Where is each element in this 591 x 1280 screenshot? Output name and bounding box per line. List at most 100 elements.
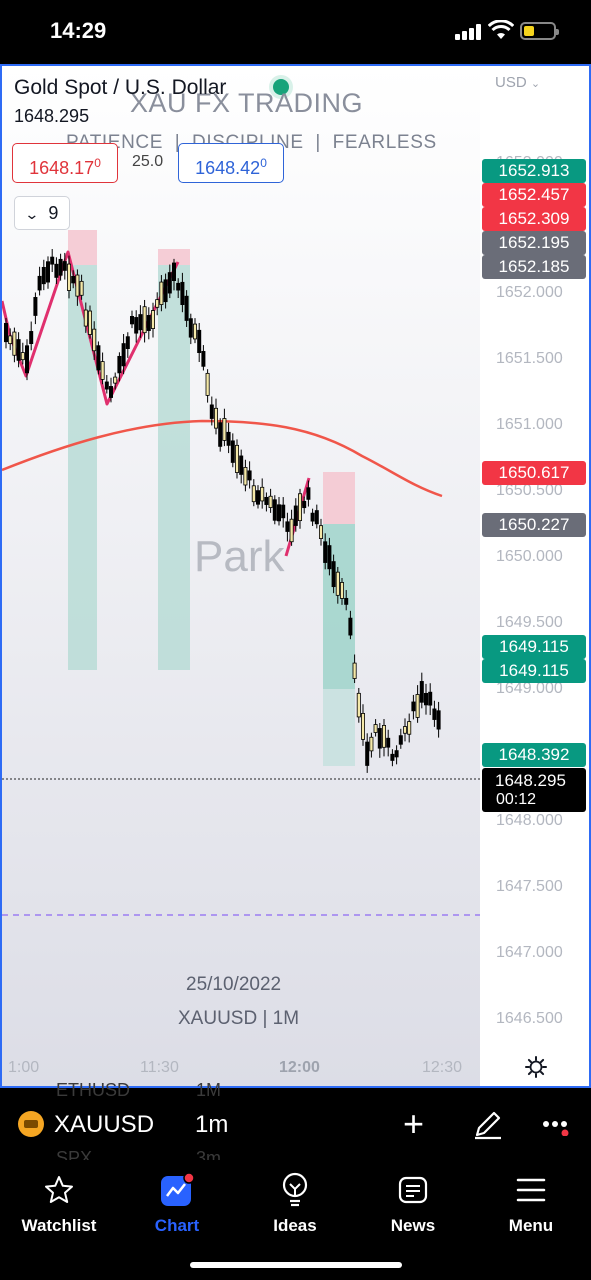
buy-button[interactable]: 1648.420 bbox=[178, 143, 284, 183]
candle-body bbox=[239, 455, 244, 475]
candle-body bbox=[41, 266, 46, 285]
symbol-title[interactable]: Gold Spot / U.S. Dollar bbox=[14, 76, 227, 99]
candle-body bbox=[20, 352, 25, 361]
indicators-toggle-button[interactable]: ⌄ 9 bbox=[14, 196, 70, 230]
legend-last-price: 1648.295 bbox=[14, 106, 90, 126]
candle-body bbox=[104, 381, 109, 390]
candle-body bbox=[146, 315, 151, 331]
newspaper-icon bbox=[398, 1176, 428, 1204]
tab-menu[interactable]: Menu bbox=[472, 1170, 590, 1236]
price-tick: 1647.000 bbox=[496, 944, 563, 961]
candle-body bbox=[67, 263, 72, 291]
symbol-legend[interactable]: Gold Spot / U.S. Dollar 1648.295 bbox=[14, 76, 226, 127]
price-tick: 1651.500 bbox=[496, 350, 563, 367]
candle-body bbox=[117, 355, 122, 374]
candle-body bbox=[331, 561, 336, 588]
price-label-tag: 1652.195 bbox=[482, 231, 586, 255]
spread-value: 25.0 bbox=[132, 153, 164, 170]
candle-body bbox=[155, 299, 160, 308]
candle-body bbox=[176, 282, 181, 291]
candle-body bbox=[264, 496, 269, 505]
sell-button[interactable]: 1648.170 bbox=[12, 143, 118, 183]
candle-body bbox=[243, 467, 248, 486]
candle-body bbox=[390, 753, 395, 761]
candle-body bbox=[4, 322, 9, 343]
candle-body bbox=[381, 725, 386, 748]
price-label-tag: 1652.309 bbox=[482, 207, 586, 231]
add-icon[interactable]: + bbox=[403, 1103, 425, 1144]
candle-body bbox=[293, 505, 298, 526]
symbol-search-button[interactable]: XAUUSD bbox=[54, 1111, 155, 1138]
candle-body bbox=[260, 486, 265, 502]
tab-watchlist[interactable]: Watchlist bbox=[0, 1170, 118, 1236]
candle-body bbox=[222, 418, 227, 441]
candle-body bbox=[281, 504, 286, 519]
more-options-icon[interactable] bbox=[542, 1120, 572, 1136]
candle-body bbox=[163, 279, 168, 303]
watermark-title: XAU FX TRADING bbox=[130, 88, 364, 118]
candle-body bbox=[285, 521, 290, 532]
time-tick: 11:30 bbox=[140, 1059, 179, 1076]
currency-selector[interactable]: USD ⌄ bbox=[495, 74, 540, 91]
time-tick: 12:00 bbox=[279, 1059, 320, 1076]
currency-label: USD bbox=[495, 74, 527, 91]
candle-body bbox=[213, 407, 218, 429]
price-tick: 1651.000 bbox=[496, 416, 563, 433]
candle-body bbox=[180, 281, 185, 305]
gear-icon[interactable] bbox=[525, 1056, 547, 1078]
candle-body bbox=[369, 736, 374, 752]
price-tick: 1650.500 bbox=[496, 482, 563, 499]
bid-price: 1648.17 bbox=[29, 158, 95, 178]
candle-body bbox=[75, 274, 80, 297]
short-position-target-zone bbox=[323, 689, 355, 766]
menu-icon bbox=[516, 1178, 546, 1202]
candle-body bbox=[377, 728, 382, 749]
price-chart[interactable] bbox=[2, 66, 589, 1086]
price-label-tag: 1650.227 bbox=[482, 513, 586, 537]
interval-button[interactable]: 1m bbox=[195, 1111, 229, 1138]
candle-body bbox=[109, 386, 114, 398]
candle-body bbox=[8, 335, 13, 345]
ghost-row: ETHUSD bbox=[56, 1080, 131, 1100]
tab-news[interactable]: News bbox=[354, 1170, 472, 1236]
candle-body bbox=[411, 701, 416, 712]
home-indicator bbox=[190, 1262, 402, 1268]
star-icon bbox=[45, 1176, 73, 1203]
candle-body bbox=[276, 504, 281, 522]
candle-body bbox=[88, 310, 93, 335]
watermark-text: Park bbox=[194, 532, 285, 581]
candle-body bbox=[407, 721, 412, 735]
candle-body bbox=[134, 317, 139, 334]
candle-body bbox=[323, 541, 328, 563]
drawing-pen-icon[interactable] bbox=[472, 1108, 504, 1140]
candle-body bbox=[92, 328, 97, 352]
tab-ideas[interactable]: Ideas bbox=[236, 1170, 354, 1236]
candle-body bbox=[314, 510, 319, 525]
price-label-tag: 1650.617 bbox=[482, 461, 586, 485]
candle-body bbox=[37, 275, 42, 291]
candle-body bbox=[415, 694, 420, 718]
candle-body bbox=[54, 263, 59, 278]
wifi-icon bbox=[488, 20, 514, 39]
candle-body bbox=[113, 376, 118, 384]
watermark-date: 25/10/2022 bbox=[186, 974, 282, 995]
short-position-stop-zone bbox=[68, 230, 97, 265]
candle-body bbox=[100, 361, 105, 380]
candle-body bbox=[289, 518, 294, 543]
candle-body bbox=[12, 331, 17, 356]
candle-body bbox=[327, 545, 332, 570]
candle-body bbox=[373, 724, 378, 733]
candle-body bbox=[205, 372, 210, 396]
candle-body bbox=[402, 726, 407, 734]
candle-body bbox=[423, 692, 428, 706]
candle-body bbox=[167, 272, 172, 294]
chart-canvas[interactable]: XAU FX TRADING PATIENCE | DISCIPLINE | F… bbox=[0, 64, 591, 1088]
candle-body bbox=[33, 297, 38, 316]
candle-body bbox=[184, 295, 189, 321]
chevron-down-icon: ⌄ bbox=[530, 78, 541, 90]
price-label-tag: 1649.115 bbox=[482, 659, 586, 683]
tab-chart[interactable]: Chart bbox=[118, 1170, 236, 1236]
chart-icon bbox=[161, 1172, 195, 1206]
price-label-tag: 1652.913 bbox=[482, 159, 586, 183]
candle-body bbox=[16, 339, 21, 361]
